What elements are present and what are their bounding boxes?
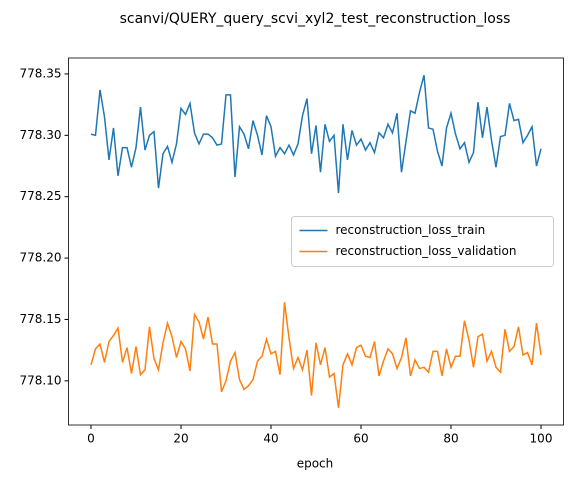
x-tick-label: 80 [443, 432, 458, 446]
legend-box [291, 216, 554, 267]
y-tick-label: 778.35 [20, 66, 62, 80]
y-tick-label: 778.10 [20, 373, 62, 387]
y-tick-label: 778.25 [20, 189, 62, 203]
chart-title: scanvi/QUERY_query_scvi_xyl2_test_recons… [120, 11, 511, 27]
x-tick-label: 100 [530, 432, 553, 446]
x-tick-label: 20 [173, 432, 188, 446]
axes-frame [68, 57, 564, 426]
legend-label: reconstruction_loss_train [336, 223, 486, 237]
x-tick-label: 60 [353, 432, 368, 446]
line-series [90, 302, 542, 408]
y-tick-label: 778.15 [20, 312, 62, 326]
y-tick-label: 778.30 [20, 128, 62, 142]
line-series [90, 74, 542, 194]
x-tick-label: 40 [263, 432, 278, 446]
legend-label: reconstruction_loss_validation [336, 244, 517, 258]
x-tick-label: 0 [87, 432, 95, 446]
x-axis-label: epoch [297, 457, 334, 471]
y-tick-label: 778.20 [20, 251, 62, 265]
